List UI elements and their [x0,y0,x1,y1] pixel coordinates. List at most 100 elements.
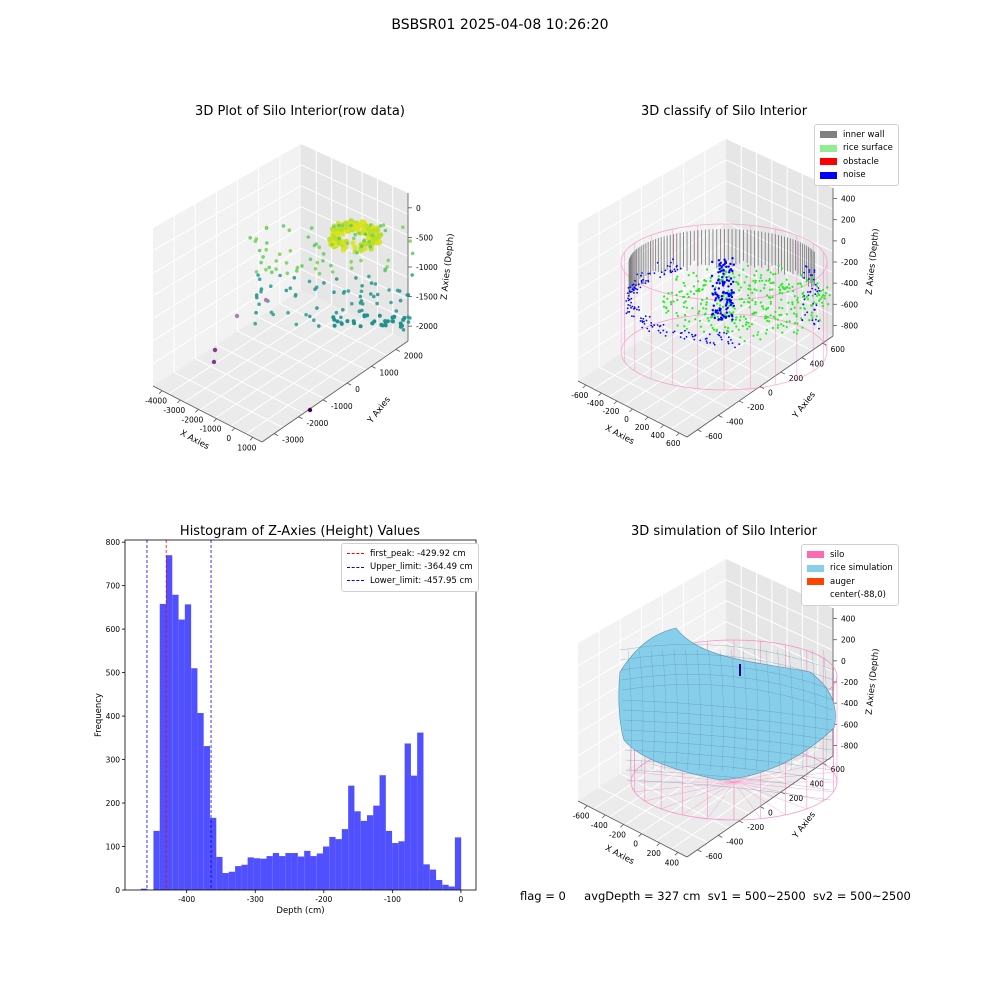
grid-line [641,339,750,395]
noise-point [805,266,808,268]
rice-surface-point [738,289,741,292]
noise-point [738,343,741,345]
grid-line [641,759,750,815]
rice-surface-point [780,267,784,270]
rice-surface-point [699,325,703,328]
y-tick [780,371,786,375]
rice-surface-point [739,315,742,318]
legend-label: rice surface [843,143,893,154]
rice-surface-point [768,288,772,291]
y-tick-label: 600 [831,345,846,354]
noise-point [670,271,673,274]
z-tick-label: 400 [841,615,856,624]
y-axis-label: Frequency [94,693,104,737]
raw-point [267,265,272,270]
x-tick [620,824,624,828]
grid-line [593,291,742,390]
x-tick [644,416,649,421]
rice-surface-point [751,299,754,302]
raw-point [370,321,375,326]
rice-mesh-line [708,649,713,771]
raw-point [375,292,380,297]
raw-point [370,240,376,246]
y-axis-label: Y Axies [790,810,818,842]
noise-point [645,319,648,322]
noise-point [732,304,735,308]
raw-point [257,248,262,253]
rice-surface-point [795,332,798,335]
histogram-bar [210,817,217,890]
rice-surface-point [805,295,809,298]
noise-point [664,335,667,337]
noise-point [719,312,722,315]
x-tick-label: 0 [459,895,464,904]
raw-point [322,281,326,285]
rice-surface-point [709,276,712,279]
noise-point [713,288,716,291]
rice-surface-point [682,281,685,285]
rice-surface-point [683,325,686,328]
x-tick [582,384,587,389]
noise-point [683,337,686,340]
rice-surface-point [695,274,698,277]
x-tick [176,399,181,404]
noise-point [729,282,733,286]
y-tick [697,429,702,433]
y-tick-label: 200 [789,794,804,803]
rice-surface-point [715,330,718,333]
raw-point [339,321,344,326]
rice-surface-point [719,304,722,307]
raw-point [369,281,374,285]
rice-surface-point [781,307,784,310]
rice-surface-point [785,278,788,281]
rice-surface-point [724,326,727,329]
x-tick-label: -4000 [145,397,167,406]
noise-point [718,331,721,334]
raw-point [346,289,351,293]
y-tick-label: 1000 [380,368,399,377]
grid-line [152,268,302,364]
rice-surface-point [810,314,813,317]
z-axis-label: Z Axies (Depth) [440,233,457,300]
rice-surface-point [701,298,704,302]
noise-point [717,333,720,336]
raw-point [248,236,252,240]
histogram-bar [191,668,198,890]
grid-line [598,786,709,844]
noise-point [727,265,730,268]
rice-surface-point [672,300,675,303]
grid-line [655,321,803,422]
rice-surface-point [738,319,742,322]
rice-surface-point [821,294,825,297]
x-tick-label: 0 [633,840,638,849]
histogram-bar [385,830,393,890]
rice-surface-point [746,327,749,330]
noise-point [727,293,730,296]
z-tick-label: -200 [841,678,858,687]
z-tick-label: 200 [841,216,856,225]
raw-outlier-point [212,347,218,353]
rice-surface-point [734,318,737,321]
rice-surface-point [800,285,803,288]
histogram-bar [203,746,210,890]
noise-point [647,272,650,275]
legend-label: Upper_limit: -364.49 cm [370,562,473,573]
rice-mesh-line [777,649,782,771]
rice-surface-point [765,279,768,282]
x-tick-label: -2000 [182,415,204,424]
rice-surface-point [769,271,772,274]
noise-point [729,303,733,307]
back-left-pane [578,139,726,381]
grid-line [577,159,727,247]
noise-point [716,309,719,312]
rice-surface-point [772,315,775,318]
rice-surface-point [796,296,799,299]
rice-surface-point [753,288,756,291]
histogram-bar [329,836,336,890]
raw-point [274,259,279,263]
x-tick [249,437,254,441]
y-tick-label: 400 [810,780,825,789]
rice-surface-point [705,301,708,304]
raw-point [306,235,311,239]
rice-surface-point [822,288,825,291]
